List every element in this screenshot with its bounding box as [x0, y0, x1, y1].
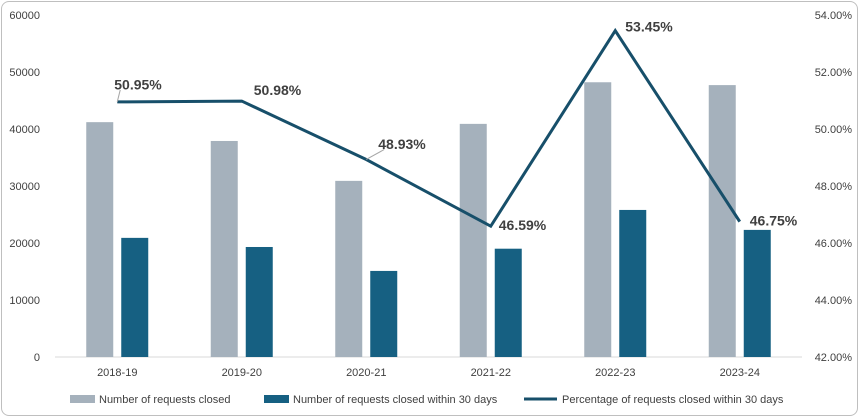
legend-label: Number of requests closed	[99, 394, 230, 406]
bar-requests-closed	[584, 82, 612, 357]
y-left-tick-label: 40000	[9, 124, 40, 136]
x-tick-label: 2018-19	[97, 367, 137, 379]
x-tick-label: 2021-22	[471, 367, 511, 379]
bar-requests-closed-30-days	[743, 229, 771, 357]
bar-requests-closed	[210, 140, 238, 357]
y-axis-right: 42.00% 44.00% 46.00% 48.00% 50.00% 52.00% 54.0…	[815, 10, 853, 364]
y-left-tick-label: 0	[34, 352, 40, 364]
bar-requests-closed-30-days	[370, 270, 398, 357]
x-tick-label: 2020-21	[346, 367, 386, 379]
data-label-leader	[366, 149, 385, 160]
y-left-tick-label: 50000	[9, 67, 40, 79]
bar-requests-closed-30-days	[619, 209, 647, 357]
line-percentage-closed-30-days	[117, 27, 742, 229]
line-data-label: 46.75%	[750, 212, 798, 228]
y-right-tick-label: 54.00%	[815, 10, 853, 22]
y-axis-left: 0 10000 20000 30000 40000 50000 60000	[9, 10, 40, 364]
x-tick-label: 2019-20	[222, 367, 262, 379]
y-right-tick-label: 44.00%	[815, 295, 853, 307]
y-left-tick-label: 20000	[9, 238, 40, 250]
legend: Number of requests closed Number of reque…	[70, 394, 784, 406]
line-data-label: 50.98%	[254, 82, 302, 98]
bar-requests-closed-30-days	[245, 246, 273, 357]
line-data-label: 53.45%	[625, 18, 673, 34]
line-series	[117, 27, 742, 229]
bars	[86, 82, 771, 358]
legend-item-requests-closed-30-days: Number of requests closed within 30 days	[264, 394, 498, 406]
bar-requests-closed-30-days	[494, 248, 522, 357]
x-axis: 2018-19 2019-20 2020-21 2021-22 2022-23 2023-…	[97, 367, 760, 379]
data-labels: 50.95% 50.98% 48.93% 46.59% 53.45% 46.75%	[114, 18, 798, 233]
y-right-tick-label: 50.00%	[815, 124, 853, 136]
y-left-tick-label: 60000	[9, 10, 40, 22]
bar-requests-closed	[335, 180, 363, 357]
bar-requests-closed	[459, 123, 487, 358]
legend-item-requests-closed: Number of requests closed	[70, 394, 230, 406]
line-data-label: 48.93%	[378, 136, 426, 152]
bar-requests-closed	[86, 122, 114, 357]
y-right-tick-label: 52.00%	[815, 67, 853, 79]
line-data-label: 46.59%	[499, 217, 547, 233]
y-left-tick-label: 30000	[9, 181, 40, 193]
x-tick-label: 2023-24	[720, 367, 760, 379]
bar-requests-closed	[708, 85, 736, 358]
legend-swatch	[264, 395, 289, 403]
legend-item-percentage-30-days: Percentage of requests closed within 30 …	[524, 394, 784, 406]
legend-label: Percentage of requests closed within 30 …	[562, 394, 784, 406]
y-right-tick-label: 42.00%	[815, 352, 853, 364]
y-left-tick-label: 10000	[9, 295, 40, 307]
data-label-leader	[116, 89, 121, 103]
legend-label: Number of requests closed within 30 days	[293, 394, 498, 406]
bar-requests-closed-30-days	[121, 237, 149, 357]
legend-swatch	[70, 395, 95, 403]
y-right-tick-label: 46.00%	[815, 238, 853, 250]
y-right-tick-label: 48.00%	[815, 181, 853, 193]
line-data-label: 50.95%	[114, 77, 162, 93]
x-tick-label: 2022-23	[595, 367, 635, 379]
